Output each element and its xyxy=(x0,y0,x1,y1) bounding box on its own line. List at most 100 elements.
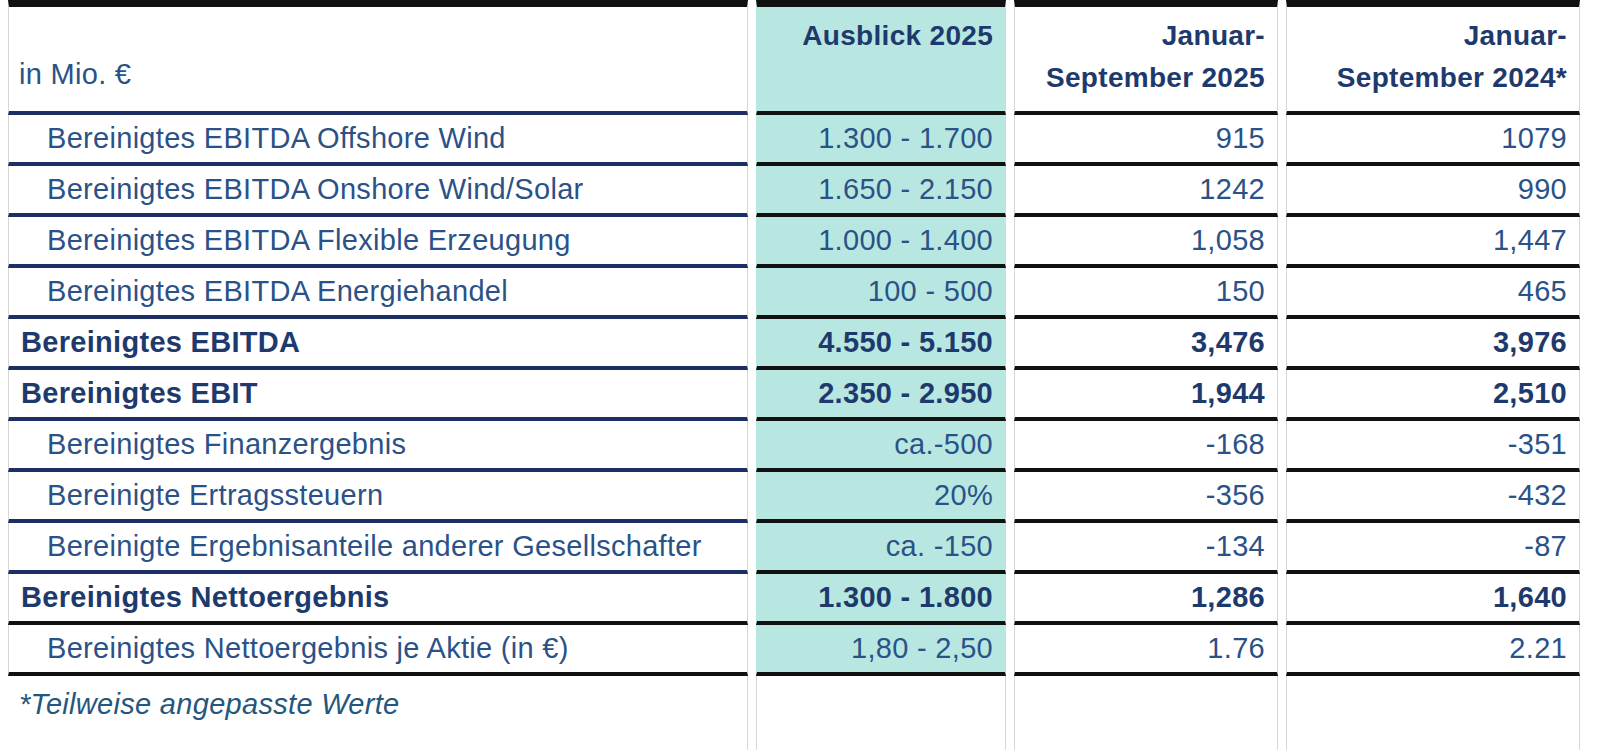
row-jan-sep-2025-value-cell: 1.76 xyxy=(1014,625,1278,676)
column-header-outlook-2025: Ausblick 2025 xyxy=(756,0,1006,115)
jan-sep-2024-value: -87 xyxy=(1524,530,1567,563)
footnote-text: *Teilweise angepasste Werte xyxy=(19,688,399,721)
row-label-cell: Bereinigtes Nettoergebnis xyxy=(8,574,748,625)
jan-sep-2024-value: 2.21 xyxy=(1509,632,1567,665)
row-outlook-value-cell: 1,80 - 2,50 xyxy=(756,625,1006,676)
jan-sep-2025-value: 1,944 xyxy=(1191,377,1265,410)
row-label-cell: Bereinigtes Finanzergebnis xyxy=(8,421,748,472)
jan-sep-2024-value: 2,510 xyxy=(1493,377,1567,410)
jan-sep-2024-value: 465 xyxy=(1518,275,1567,308)
row-jan-sep-2025-value-cell: -134 xyxy=(1014,523,1278,574)
row-label-cell: Bereinigtes EBITDA xyxy=(8,319,748,370)
outlook-value: ca. -150 xyxy=(886,530,993,563)
row-outlook-value-cell: 1.650 - 2.150 xyxy=(756,166,1006,217)
jan-sep-2024-value: 1,640 xyxy=(1493,581,1567,614)
jan-sep-2025-value: 1,286 xyxy=(1191,581,1265,614)
outlook-value: 100 - 500 xyxy=(868,275,993,308)
row-jan-sep-2025-value-cell: 1242 xyxy=(1014,166,1278,217)
row-jan-sep-2025-value-cell: 915 xyxy=(1014,115,1278,166)
row-jan-sep-2024-value-cell: 2.21 xyxy=(1286,625,1580,676)
jan-sep-2025-value: -356 xyxy=(1206,479,1265,512)
row-outlook-value-cell: 4.550 - 5.150 xyxy=(756,319,1006,370)
column-header-jan-sep-2024: Januar- September 2024* xyxy=(1286,0,1580,115)
jan-sep-2024-value: -432 xyxy=(1508,479,1567,512)
column-header-jan-sep-2024-label: Januar- September 2024* xyxy=(1337,15,1567,99)
outlook-value: 1.000 - 1.400 xyxy=(818,224,993,257)
row-label-cell: Bereinigtes EBITDA Flexible Erzeugung xyxy=(8,217,748,268)
column-header-jan-sep-2025-label: Januar- September 2025 xyxy=(1046,15,1265,99)
outlook-value: 1.650 - 2.150 xyxy=(818,173,993,206)
row-jan-sep-2024-value-cell: 1079 xyxy=(1286,115,1580,166)
jan-sep-2024-value: 1,447 xyxy=(1493,224,1567,257)
outlook-value: 20% xyxy=(934,479,993,512)
jan-sep-2025-value: 1.76 xyxy=(1207,632,1265,665)
row-label: Bereinigtes EBITDA Onshore Wind/Solar xyxy=(47,173,584,206)
outlook-value: 2.350 - 2.950 xyxy=(818,377,993,410)
row-jan-sep-2024-value-cell: 1,640 xyxy=(1286,574,1580,625)
row-outlook-value-cell: ca. -150 xyxy=(756,523,1006,574)
outlook-value: ca.-500 xyxy=(894,428,993,461)
row-jan-sep-2024-value-cell: -87 xyxy=(1286,523,1580,574)
row-jan-sep-2025-value-cell: -168 xyxy=(1014,421,1278,472)
row-jan-sep-2024-value-cell: 990 xyxy=(1286,166,1580,217)
row-label-cell: Bereinigtes EBITDA Energiehandel xyxy=(8,268,748,319)
row-jan-sep-2024-value-cell: 465 xyxy=(1286,268,1580,319)
footnote-cell: *Teilweise angepasste Werte xyxy=(8,676,748,750)
row-jan-sep-2025-value-cell: 1,944 xyxy=(1014,370,1278,421)
row-label: Bereinigtes EBITDA Offshore Wind xyxy=(47,122,506,155)
row-outlook-value-cell: 100 - 500 xyxy=(756,268,1006,319)
row-label: Bereinigtes Nettoergebnis je Aktie (in €… xyxy=(47,632,569,665)
row-label: Bereinigte Ergebnisanteile anderer Gesel… xyxy=(47,530,702,563)
jan-sep-2025-value: -168 xyxy=(1206,428,1265,461)
row-outlook-value-cell: 2.350 - 2.950 xyxy=(756,370,1006,421)
jan-sep-2024-value: -351 xyxy=(1508,428,1567,461)
jan-sep-2025-value: 150 xyxy=(1216,275,1265,308)
row-label-cell: Bereinigte Ertragssteuern xyxy=(8,472,748,523)
footer-empty-cell-2025 xyxy=(1014,676,1278,750)
row-label: Bereinigtes EBITDA xyxy=(21,326,300,359)
row-label: Bereinigtes Nettoergebnis xyxy=(21,581,389,614)
footer-empty-cell-2024 xyxy=(1286,676,1580,750)
row-label-cell: Bereinigtes EBIT xyxy=(8,370,748,421)
outlook-value: 1,80 - 2,50 xyxy=(851,632,993,665)
row-outlook-value-cell: ca.-500 xyxy=(756,421,1006,472)
row-jan-sep-2024-value-cell: -351 xyxy=(1286,421,1580,472)
row-label: Bereinigtes EBIT xyxy=(21,377,258,410)
financial-results-page: in Mio. € Ausblick 2025 Januar- Septembe… xyxy=(0,0,1600,750)
row-jan-sep-2025-value-cell: 1,058 xyxy=(1014,217,1278,268)
row-jan-sep-2024-value-cell: 2,510 xyxy=(1286,370,1580,421)
row-jan-sep-2025-value-cell: 3,476 xyxy=(1014,319,1278,370)
row-label: Bereinigtes EBITDA Flexible Erzeugung xyxy=(47,224,571,257)
row-jan-sep-2024-value-cell: 3,976 xyxy=(1286,319,1580,370)
jan-sep-2025-value: 1,058 xyxy=(1191,224,1265,257)
row-jan-sep-2024-value-cell: 1,447 xyxy=(1286,217,1580,268)
jan-sep-2025-value: 3,476 xyxy=(1191,326,1265,359)
row-label: Bereinigte Ertragssteuern xyxy=(47,479,383,512)
unit-label: in Mio. € xyxy=(19,58,131,91)
jan-sep-2025-value: 915 xyxy=(1216,122,1265,155)
row-label: Bereinigtes EBITDA Energiehandel xyxy=(47,275,508,308)
outlook-value: 1.300 - 1.700 xyxy=(818,122,993,155)
row-outlook-value-cell: 1.000 - 1.400 xyxy=(756,217,1006,268)
column-header-jan-sep-2025: Januar- September 2025 xyxy=(1014,0,1278,115)
row-label-cell: Bereinigtes EBITDA Onshore Wind/Solar xyxy=(8,166,748,217)
outlook-value: 1.300 - 1.800 xyxy=(818,581,993,614)
row-jan-sep-2025-value-cell: 1,286 xyxy=(1014,574,1278,625)
row-jan-sep-2025-value-cell: -356 xyxy=(1014,472,1278,523)
unit-header-cell: in Mio. € xyxy=(8,0,748,115)
row-jan-sep-2025-value-cell: 150 xyxy=(1014,268,1278,319)
row-jan-sep-2024-value-cell: -432 xyxy=(1286,472,1580,523)
row-label-cell: Bereinigtes EBITDA Offshore Wind xyxy=(8,115,748,166)
row-outlook-value-cell: 1.300 - 1.800 xyxy=(756,574,1006,625)
outlook-value: 4.550 - 5.150 xyxy=(818,326,993,359)
earnings-outlook-table: in Mio. € Ausblick 2025 Januar- Septembe… xyxy=(0,0,1572,750)
column-header-outlook-label: Ausblick 2025 xyxy=(802,15,993,57)
row-label-cell: Bereinigtes Nettoergebnis je Aktie (in €… xyxy=(8,625,748,676)
jan-sep-2025-value: -134 xyxy=(1206,530,1265,563)
row-label-cell: Bereinigte Ergebnisanteile anderer Gesel… xyxy=(8,523,748,574)
jan-sep-2024-value: 3,976 xyxy=(1493,326,1567,359)
jan-sep-2024-value: 1079 xyxy=(1501,122,1567,155)
jan-sep-2025-value: 1242 xyxy=(1199,173,1265,206)
jan-sep-2024-value: 990 xyxy=(1518,173,1567,206)
row-outlook-value-cell: 20% xyxy=(756,472,1006,523)
